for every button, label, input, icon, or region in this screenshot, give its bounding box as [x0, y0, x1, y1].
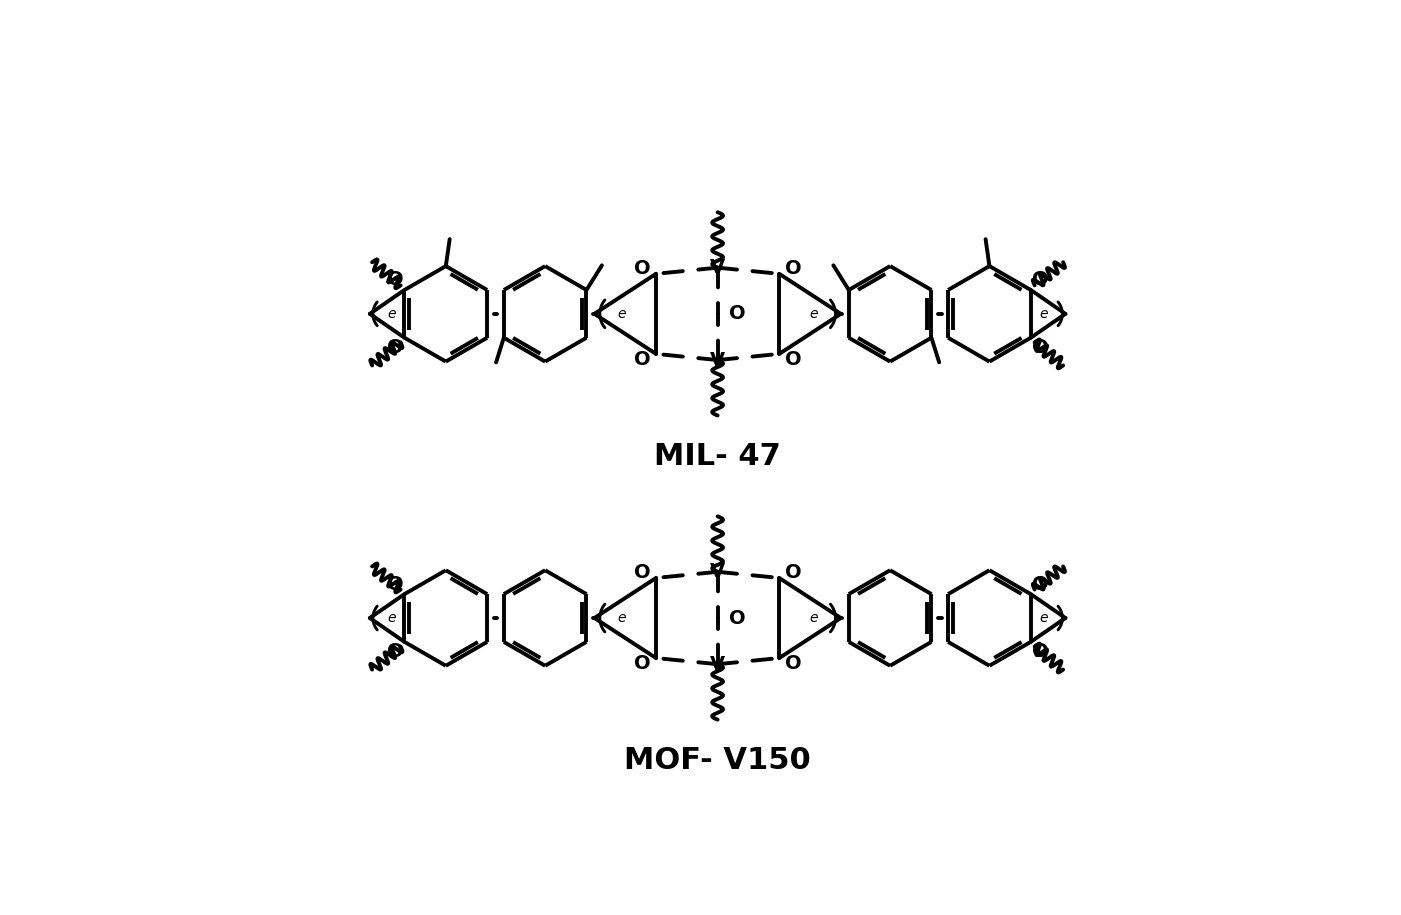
Text: O: O	[729, 608, 745, 628]
Text: O: O	[633, 350, 650, 369]
Text: O: O	[633, 259, 650, 278]
Text: O: O	[387, 271, 403, 289]
Text: O: O	[387, 339, 403, 357]
Text: e: e	[810, 611, 818, 625]
Text: V: V	[710, 563, 726, 581]
Text: O: O	[1031, 271, 1048, 289]
Text: MIL- 47: MIL- 47	[654, 442, 780, 471]
Text: V: V	[710, 258, 726, 277]
Text: O: O	[785, 563, 801, 582]
Text: O: O	[633, 563, 650, 582]
Text: e: e	[1040, 307, 1048, 321]
Text: e: e	[1040, 611, 1048, 625]
Text: e: e	[616, 307, 626, 321]
Text: V: V	[710, 350, 726, 370]
Text: O: O	[729, 305, 745, 323]
Text: e: e	[810, 307, 818, 321]
Text: O: O	[633, 654, 650, 673]
Text: e: e	[387, 307, 395, 321]
Text: O: O	[785, 350, 801, 369]
Text: MOF- V150: MOF- V150	[625, 746, 811, 775]
Text: e: e	[387, 611, 395, 625]
Text: e: e	[616, 611, 626, 625]
Text: O: O	[1031, 339, 1048, 357]
Text: O: O	[1031, 642, 1048, 662]
Text: O: O	[1031, 575, 1048, 594]
Text: O: O	[387, 575, 403, 594]
Text: O: O	[387, 642, 403, 662]
Text: O: O	[785, 259, 801, 278]
Text: O: O	[785, 654, 801, 673]
Text: V: V	[710, 655, 726, 673]
